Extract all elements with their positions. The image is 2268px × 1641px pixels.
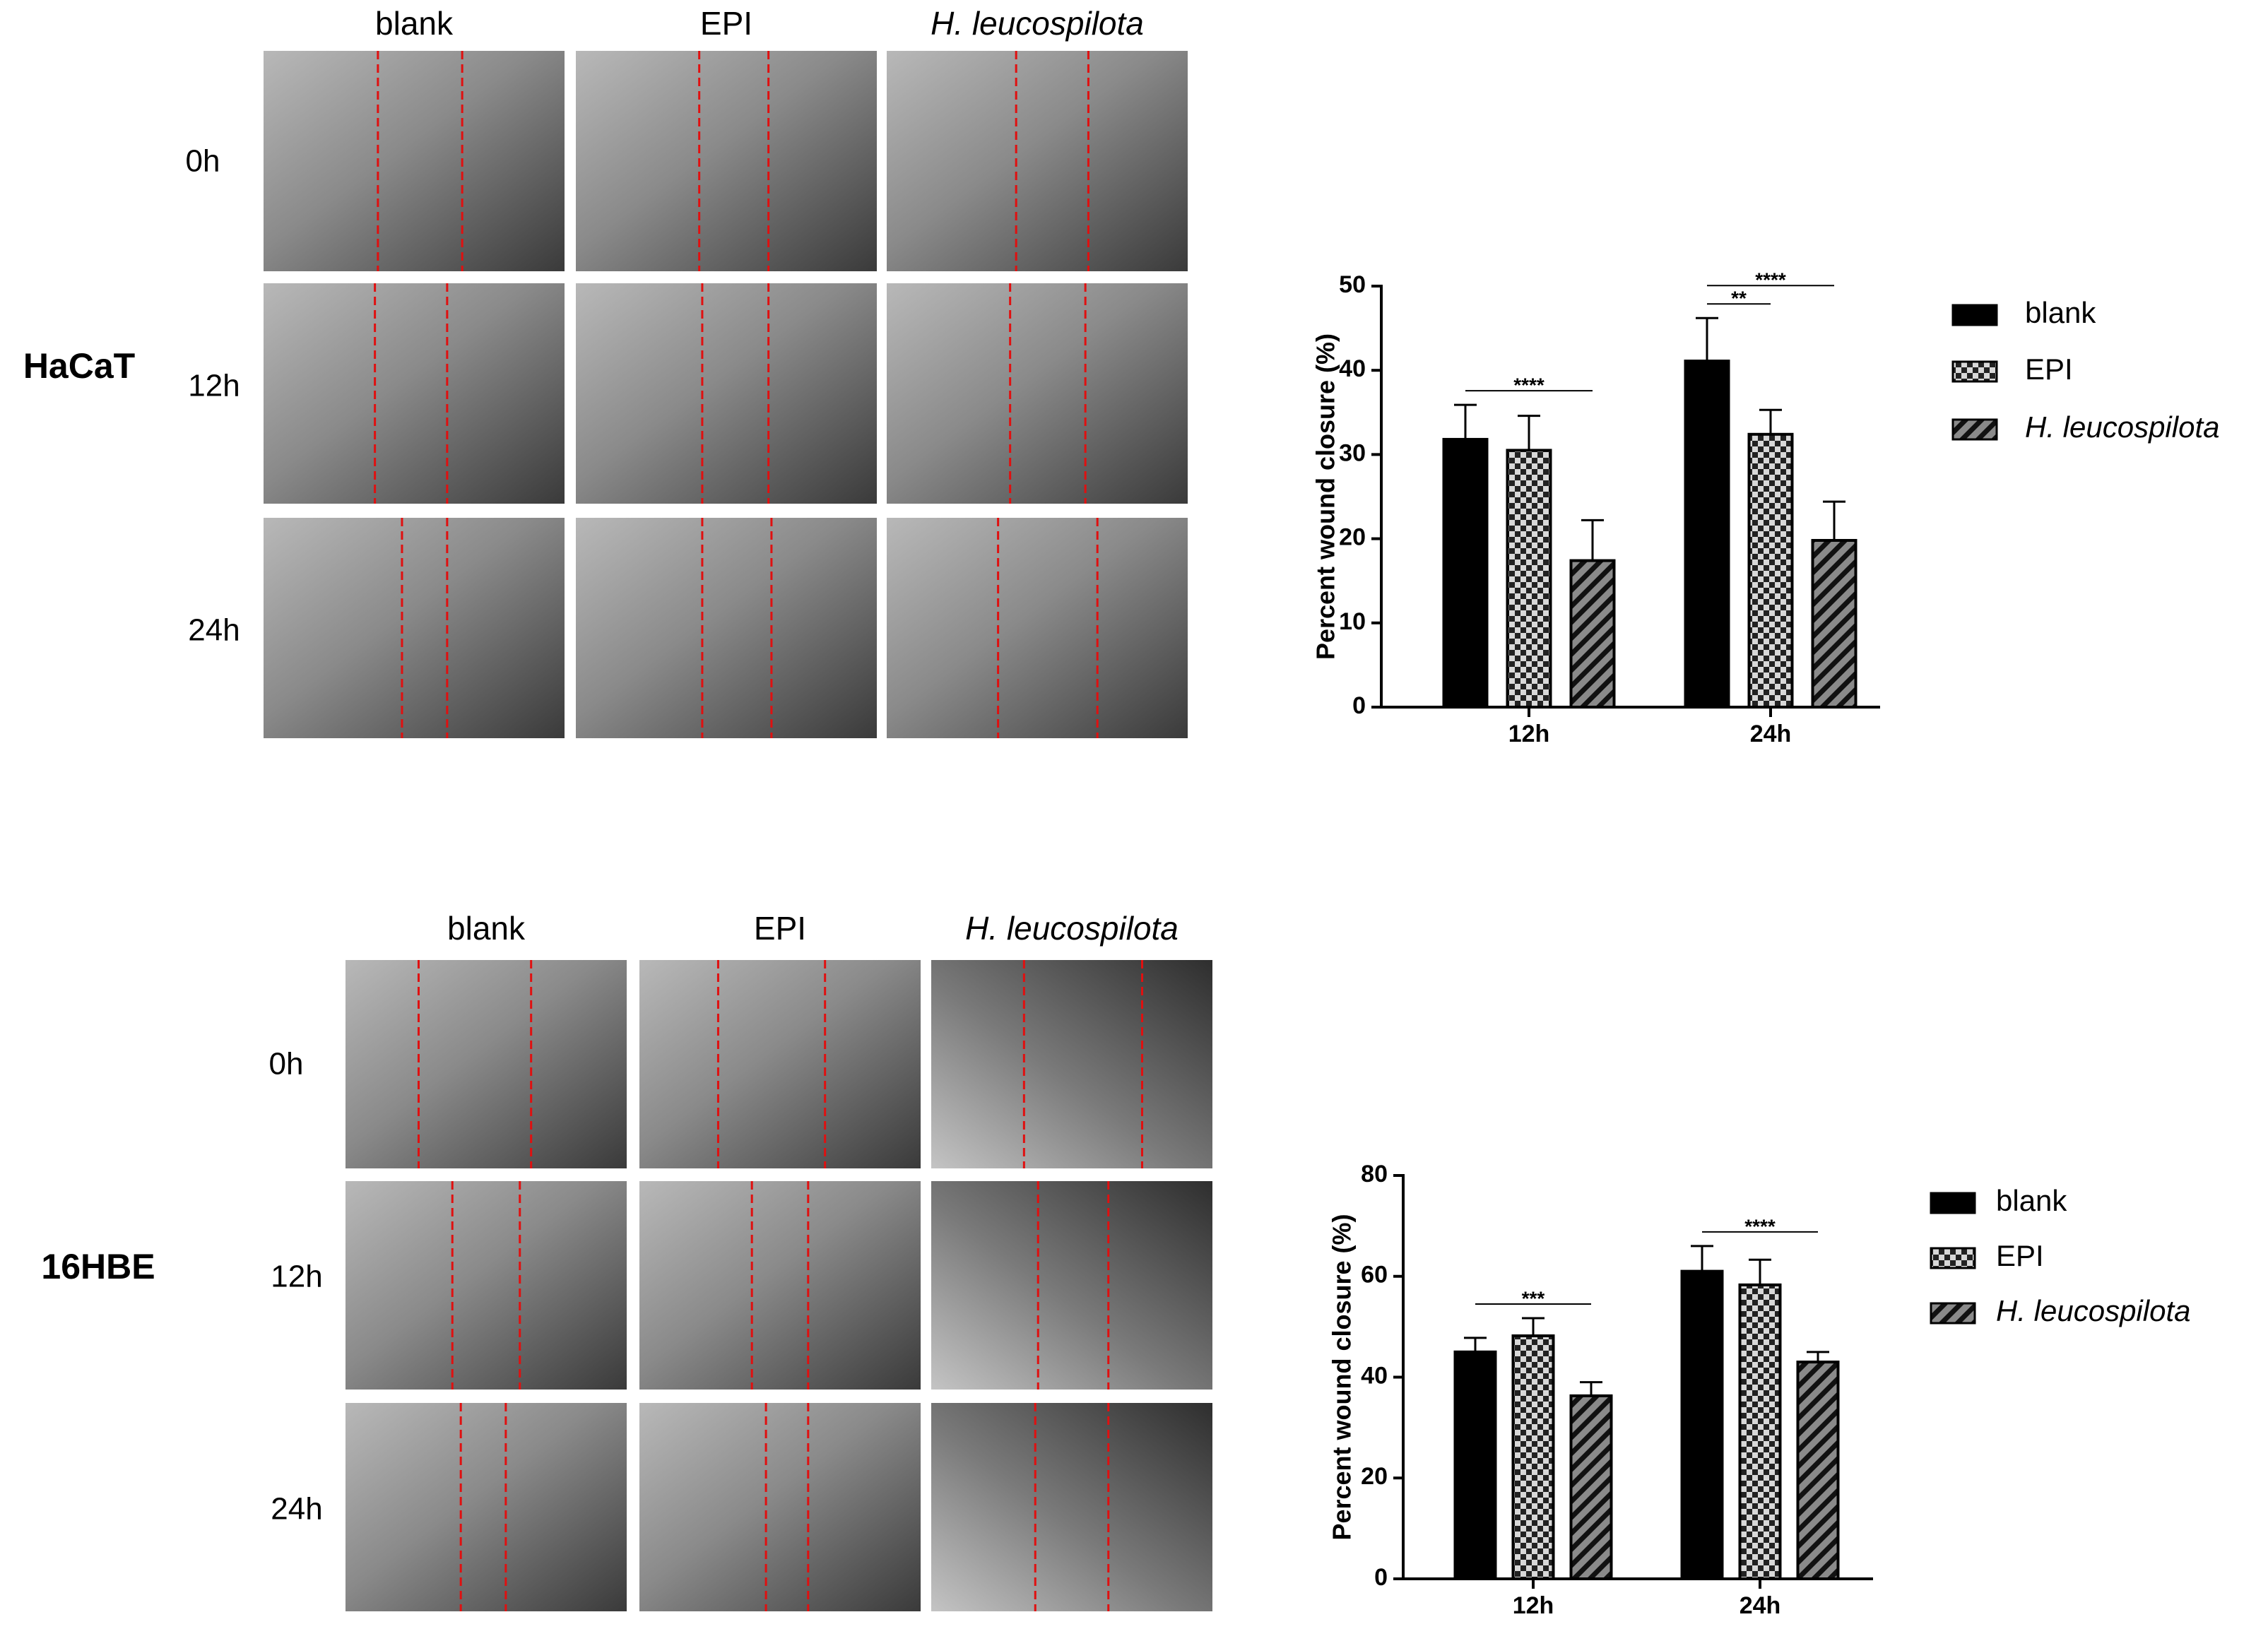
micrograph (264, 283, 565, 504)
column-label: H. leucospilota (931, 5, 1144, 42)
micrograph (576, 51, 877, 271)
legend-swatch (1951, 360, 1998, 383)
row-label: 0h (269, 1047, 304, 1082)
y-tick-label: 20 (1339, 524, 1366, 551)
micrograph (887, 518, 1188, 738)
bar (1738, 1283, 1782, 1581)
y-tick-label: 40 (1339, 355, 1366, 382)
legend-label: H. leucospilota (1996, 1294, 2190, 1327)
micrograph (931, 960, 1212, 1168)
significance-label: **** (1755, 269, 1786, 291)
micrograph (639, 1181, 921, 1390)
legend-swatch (1930, 1192, 1976, 1214)
bar (1680, 1269, 1724, 1581)
row-label: 12h (271, 1260, 322, 1294)
micrograph (345, 1403, 627, 1611)
row-label: 0h (186, 144, 220, 179)
column-label: EPI (700, 5, 752, 42)
y-axis-label: Percent wound closure (%) (1311, 333, 1340, 660)
significance-label: *** (1522, 1287, 1545, 1309)
row-label: 24h (271, 1492, 322, 1527)
legend-swatch (1930, 1247, 1976, 1269)
legend-label: blank (2025, 296, 2096, 329)
legend-label: EPI (2025, 353, 2073, 386)
column-label: EPI (754, 910, 806, 947)
bar (1796, 1361, 1840, 1581)
cell-line-label: 16HBE (41, 1247, 155, 1286)
column-label: blank (375, 5, 454, 42)
legend-swatch (1951, 418, 1998, 441)
row-label: 24h (188, 613, 240, 648)
micrograph (264, 518, 565, 738)
legend-swatch (1951, 304, 1998, 326)
bar (1506, 449, 1552, 709)
y-tick-label: 0 (1374, 1564, 1388, 1591)
bar (1453, 1350, 1497, 1580)
legend-label: H. leucospilota (2025, 410, 2219, 444)
micrograph (264, 51, 565, 271)
column-label: H. leucospilota (965, 910, 1179, 947)
x-tick-label: 24h (1750, 721, 1792, 747)
y-tick-label: 20 (1361, 1463, 1388, 1490)
bar (1569, 1394, 1613, 1580)
micrograph (931, 1181, 1212, 1390)
legend-label: EPI (1996, 1239, 2044, 1272)
legend-swatch (1930, 1302, 1976, 1325)
row-label: 12h (188, 369, 240, 403)
micrograph (887, 283, 1188, 504)
column-label: blank (447, 910, 526, 947)
micrograph (576, 283, 877, 504)
micrograph (639, 1403, 921, 1611)
bar (1811, 538, 1857, 709)
y-tick-label: 40 (1361, 1362, 1388, 1389)
micrograph (345, 960, 627, 1168)
bar (1511, 1334, 1555, 1581)
y-tick-label: 30 (1339, 439, 1366, 466)
bar (1442, 437, 1489, 709)
x-tick-label: 12h (1513, 1592, 1554, 1619)
micrograph (345, 1181, 627, 1390)
y-tick-label: 50 (1339, 271, 1366, 298)
significance-label: **** (1744, 1215, 1776, 1237)
significance-label: ** (1731, 288, 1747, 309)
cell-line-label: HaCaT (23, 346, 135, 386)
legend-label: blank (1996, 1184, 2067, 1217)
micrograph (576, 518, 877, 738)
y-tick-label: 0 (1352, 692, 1366, 719)
y-tick-label: 60 (1361, 1262, 1388, 1288)
y-tick-label: 80 (1361, 1161, 1388, 1187)
micrograph (931, 1403, 1212, 1611)
x-tick-label: 24h (1740, 1592, 1781, 1619)
bar (1747, 432, 1794, 709)
micrograph (639, 960, 921, 1168)
x-tick-label: 12h (1508, 721, 1550, 747)
micrograph (887, 51, 1188, 271)
bar (1569, 559, 1616, 709)
y-tick-label: 10 (1339, 608, 1366, 635)
significance-label: **** (1513, 374, 1545, 396)
bar (1684, 360, 1730, 709)
y-axis-label: Percent wound closure (%) (1328, 1214, 1357, 1540)
